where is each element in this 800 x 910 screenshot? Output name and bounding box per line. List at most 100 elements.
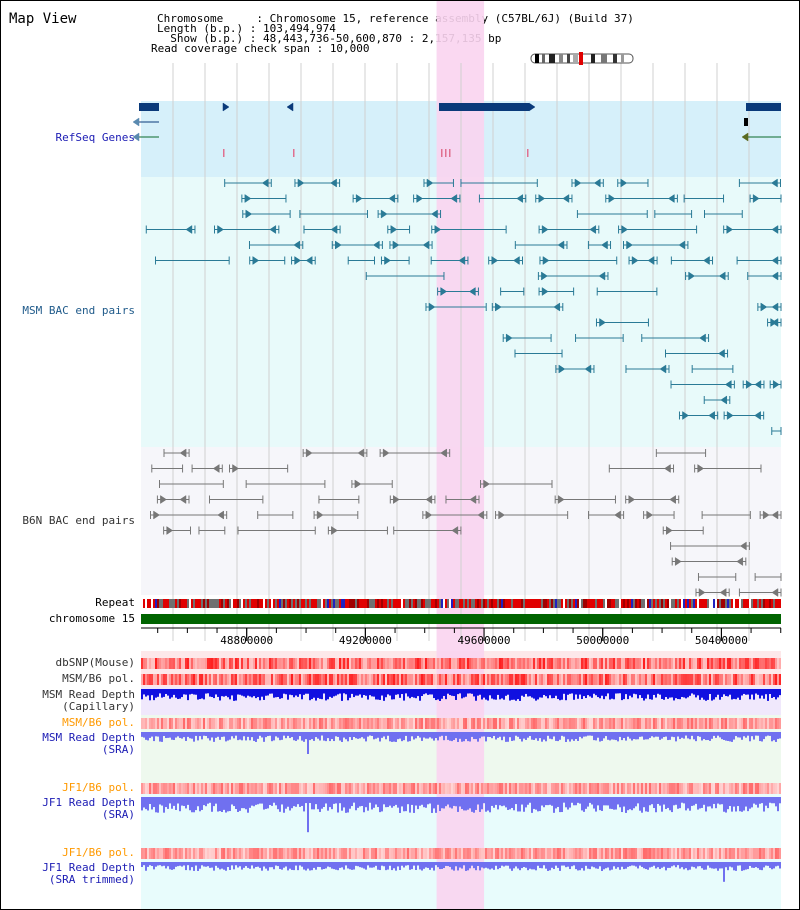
- msm-capillary-depth-bars-bar: [361, 689, 363, 698]
- jf1-b6-pol-heatmap-cell: [399, 783, 401, 794]
- jf1-sra-depth-bars-bar: [591, 797, 593, 805]
- msm-bac-pair-arrow: [771, 271, 779, 281]
- track-label-b6n-bac[interactable]: B6N BAC end pairs: [22, 514, 135, 527]
- repeat-segment: [549, 599, 551, 608]
- repeat-segment: [291, 599, 293, 608]
- msm-b6-pol-2-heatmap-cell: [383, 718, 385, 729]
- jf1-b6-pol-heatmap-cell: [603, 783, 605, 794]
- jf1-b6-pol-2-heatmap-cell: [309, 848, 311, 859]
- dbsnp-heatmap-cell: [469, 658, 471, 669]
- jf1-b6-pol-heatmap-cell: [207, 783, 209, 794]
- msm-sra-depth-bars-bar: [463, 732, 465, 742]
- dbsnp-heatmap-cell: [253, 658, 255, 669]
- jf1-sra-depth-bars-bar: [305, 797, 307, 804]
- msm-b6-pol-2-heatmap-cell: [731, 718, 733, 729]
- msm-b6-pol-2-heatmap-cell: [219, 718, 221, 729]
- jf1-trimmed-depth-bars-bar: [221, 862, 223, 869]
- msm-sra-depth-bars-bar: [143, 732, 145, 738]
- dbsnp-heatmap-cell: [223, 658, 225, 669]
- dbsnp-heatmap-cell: [463, 658, 465, 669]
- msm-b6-pol-heatmap-cell: [213, 674, 215, 685]
- msm-sra-depth-bars-bar: [455, 732, 457, 739]
- jf1-b6-pol-2-heatmap-cell: [327, 848, 329, 859]
- msm-b6-pol-2-heatmap-cell: [691, 718, 693, 729]
- msm-bac-pair-arrow: [542, 256, 550, 265]
- msm-sra-depth-bars-bar: [707, 732, 709, 741]
- msm-capillary-depth-bars-bar: [235, 689, 237, 701]
- repeat-segment: [267, 599, 269, 608]
- msm-b6-pol-heatmap-cell: [445, 674, 447, 685]
- jf1-b6-pol-heatmap-cell: [157, 783, 159, 794]
- repeat-segment: [415, 599, 417, 608]
- msm-b6-pol-heatmap-cell: [329, 674, 331, 685]
- msm-capillary-depth-bars-bar: [267, 689, 269, 696]
- msm-b6-pol-heatmap-cell: [603, 674, 605, 685]
- dbsnp-heatmap-cell: [665, 658, 667, 669]
- jf1-sra-depth-bars-bar: [573, 797, 575, 806]
- jf1-sra-depth-bars-bar: [307, 797, 309, 833]
- msm-sra-depth-bars-bar: [373, 732, 375, 740]
- jf1-trimmed-depth-bars-bar: [479, 862, 481, 871]
- jf1-b6-pol-2-heatmap-cell: [403, 848, 405, 859]
- jf1-trimmed-depth-bars-bar: [631, 862, 633, 866]
- msm-b6-pol-heatmap-cell: [579, 674, 581, 685]
- jf1-trimmed-depth-bars-bar: [495, 862, 497, 866]
- repeat-segment: [289, 599, 291, 608]
- jf1-trimmed-depth-bars-bar: [323, 862, 325, 870]
- msm-sra-depth-bars-bar: [435, 732, 437, 739]
- jf1-b6-pol-2-heatmap-cell: [315, 848, 317, 859]
- dbsnp-heatmap-cell: [183, 658, 185, 669]
- msm-b6-pol-heatmap-cell: [545, 674, 547, 685]
- jf1-b6-pol-heatmap-cell: [239, 783, 241, 794]
- jf1-sra-depth-bars-bar: [317, 797, 319, 810]
- jf1-sra-depth-bars-bar: [187, 797, 189, 805]
- msm-b6-pol-2-heatmap-cell: [213, 718, 215, 729]
- repeat-segment: [703, 599, 705, 608]
- msm-capillary-depth-bars-bar: [229, 689, 231, 700]
- jf1-sra-depth-bars-bar: [189, 797, 191, 811]
- msm-b6-pol-heatmap-cell: [417, 674, 419, 685]
- msm-b6-pol-heatmap-cell: [391, 674, 393, 685]
- msm-b6-pol-2-heatmap-cell: [527, 718, 529, 729]
- msm-sra-depth-bars-bar: [367, 732, 369, 737]
- msm-b6-pol-heatmap-cell: [779, 674, 781, 685]
- jf1-b6-pol-2-heatmap-cell: [559, 848, 561, 859]
- repeat-segment: [307, 599, 309, 608]
- msm-b6-pol-heatmap-cell: [279, 674, 281, 685]
- jf1-trimmed-depth-bars-bar: [209, 862, 211, 868]
- msm-b6-pol-2-heatmap-cell: [559, 718, 561, 729]
- msm-sra-depth-bars-bar: [739, 732, 741, 738]
- msm-b6-pol-2-heatmap-cell: [699, 718, 701, 729]
- jf1-sra-depth-bars-bar: [725, 797, 727, 813]
- b6n-bac-pair-arrow: [557, 495, 565, 504]
- msm-sra-depth-bars-bar: [449, 732, 451, 741]
- msm-b6-pol-heatmap-cell: [257, 674, 259, 685]
- jf1-b6-pol-2-heatmap-cell: [679, 848, 681, 859]
- msm-capillary-depth-bars-bar: [661, 689, 663, 699]
- jf1-b6-pol-2-heatmap-cell: [455, 848, 457, 859]
- repeat-segment: [483, 599, 485, 608]
- dbsnp-heatmap-cell: [761, 658, 763, 669]
- msm-b6-pol-heatmap-cell: [403, 674, 405, 685]
- jf1-b6-pol-2-heatmap-cell: [297, 848, 299, 859]
- jf1-b6-pol-2-heatmap-cell: [601, 848, 603, 859]
- jf1-trimmed-depth-bars-bar: [203, 862, 205, 867]
- msm-b6-pol-heatmap-cell: [371, 674, 373, 685]
- jf1-b6-pol-heatmap-cell: [153, 783, 155, 794]
- msm-bac-pair-arrow: [330, 178, 337, 188]
- b6n-bac-pair-arrow: [719, 588, 727, 597]
- dbsnp-heatmap-cell: [567, 658, 569, 669]
- msm-b6-pol-heatmap-cell: [571, 674, 573, 685]
- track-label-msm-bac[interactable]: MSM BAC end pairs: [22, 304, 135, 317]
- msm-b6-pol-heatmap-cell: [611, 674, 613, 685]
- repeat-segment: [199, 599, 201, 608]
- jf1-b6-pol-2-heatmap-cell: [591, 848, 593, 859]
- track-label-refseq-genes[interactable]: RefSeq Genes: [55, 131, 135, 144]
- jf1-sra-depth-bars-bar: [551, 797, 553, 806]
- msm-b6-pol-2-heatmap-cell: [435, 718, 437, 729]
- jf1-trimmed-depth-bars-bar: [771, 862, 773, 870]
- msm-capillary-depth-bars-bar: [247, 689, 249, 696]
- msm-b6-pol-2-heatmap-cell: [551, 718, 553, 729]
- dbsnp-heatmap-cell: [227, 658, 229, 669]
